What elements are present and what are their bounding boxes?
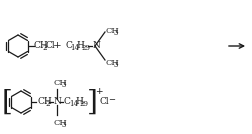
Text: 3: 3 — [61, 121, 66, 129]
Text: Cl: Cl — [46, 42, 55, 51]
Text: 29: 29 — [81, 44, 90, 52]
Text: CH: CH — [53, 119, 67, 127]
Text: H: H — [75, 98, 83, 107]
Text: 3: 3 — [61, 81, 66, 89]
Text: N: N — [54, 98, 62, 107]
Text: 14: 14 — [71, 44, 79, 52]
Text: 2: 2 — [46, 100, 50, 108]
Text: CH: CH — [53, 79, 67, 87]
Text: 2: 2 — [43, 44, 47, 52]
Text: +: + — [95, 88, 103, 96]
Text: C: C — [66, 42, 72, 51]
Text: Cl: Cl — [99, 98, 109, 107]
Text: CH: CH — [106, 27, 120, 35]
Text: CH: CH — [106, 59, 120, 67]
Text: [: [ — [2, 88, 13, 116]
Text: CH: CH — [34, 42, 49, 51]
Text: ]: ] — [87, 88, 98, 116]
Text: 29: 29 — [80, 100, 89, 108]
Text: 14: 14 — [69, 100, 78, 108]
Text: N: N — [92, 42, 100, 51]
Text: CH: CH — [37, 98, 52, 107]
Text: H: H — [77, 42, 84, 51]
Text: C: C — [64, 98, 71, 107]
Text: −: − — [108, 96, 115, 104]
Text: +: + — [53, 42, 62, 51]
Text: 3: 3 — [114, 29, 118, 37]
Text: 3: 3 — [114, 61, 118, 69]
